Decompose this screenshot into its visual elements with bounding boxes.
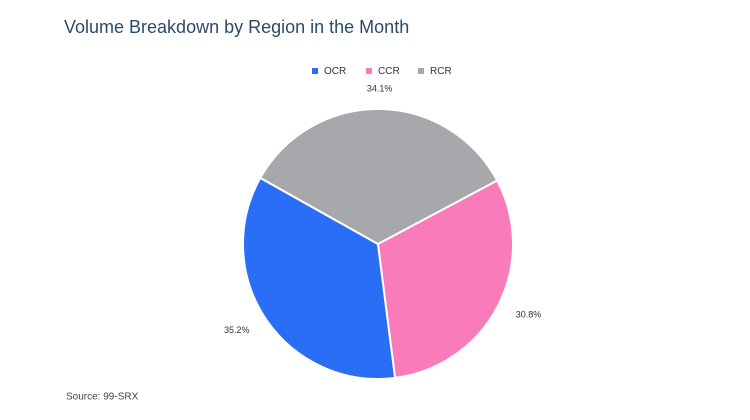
legend-swatch: [418, 68, 424, 74]
pie-slice: [242, 176, 397, 380]
chart-title: Volume Breakdown by Region in the Month: [64, 17, 409, 37]
legend-label: RCR: [430, 66, 452, 77]
data-label: 30.8%: [516, 310, 542, 320]
pie-slice: [376, 179, 514, 380]
legend-swatch: [312, 68, 318, 74]
data-label: 35.2%: [224, 325, 250, 335]
pie-slice: [258, 108, 499, 246]
legend-label: CCR: [378, 66, 400, 77]
source-note: Source: 99-SRX: [66, 392, 139, 403]
legend-label: OCR: [324, 66, 346, 77]
data-label: 34.1%: [367, 83, 393, 93]
legend-swatch: [366, 68, 372, 74]
